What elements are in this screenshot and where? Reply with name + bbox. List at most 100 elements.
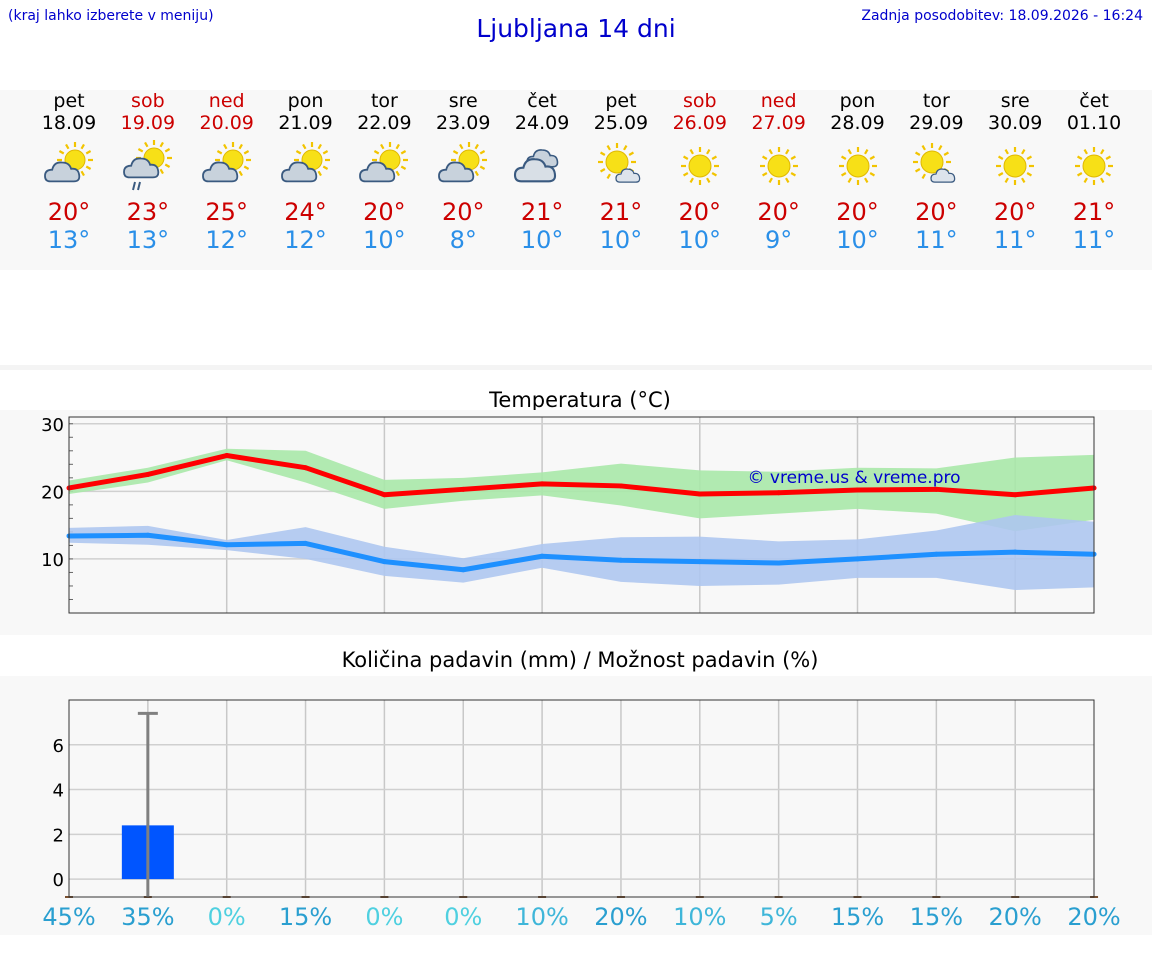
day-name: pet bbox=[53, 90, 85, 112]
day-column: tor 22.09 20° 10° bbox=[344, 90, 424, 254]
max-temperature-line bbox=[68, 453, 1095, 498]
day-column: pon 28.09 20° 10° bbox=[818, 90, 898, 254]
day-column: čet 24.09 21° 10° bbox=[502, 90, 582, 254]
y-tick-label: 6 bbox=[53, 736, 64, 757]
y-tick-label: 4 bbox=[53, 781, 64, 802]
min-temperature: 11° bbox=[915, 226, 958, 254]
day-date: 28.09 bbox=[830, 112, 885, 134]
max-temperature: 20° bbox=[47, 198, 91, 226]
max-temperature-point bbox=[145, 471, 151, 477]
menu-hint: (kraj lahko izberete v meniju) bbox=[8, 8, 214, 24]
precip-probability: 45% bbox=[42, 903, 96, 931]
min-temperature-band bbox=[69, 515, 1095, 591]
day-columns: pet 18.09 20° 13° sob 19.09 23° 13° ned 20… bbox=[0, 90, 1152, 270]
precip-probability: 10% bbox=[673, 903, 727, 931]
min-temperature-line bbox=[68, 532, 1095, 573]
day-date: 18.09 bbox=[41, 112, 97, 134]
plot-area bbox=[69, 700, 1094, 897]
max-temperature: 25° bbox=[205, 198, 248, 226]
min-temperature: 11° bbox=[1072, 226, 1116, 254]
day-name: sob bbox=[683, 90, 717, 112]
max-temperature-point bbox=[539, 481, 545, 487]
max-temperature-point bbox=[618, 483, 624, 489]
plot-frame bbox=[68, 416, 1095, 614]
min-temperature-point bbox=[697, 559, 703, 565]
max-temperature-point bbox=[855, 487, 860, 493]
max-temperature: 21° bbox=[1072, 198, 1116, 226]
max-temperature-point bbox=[381, 492, 387, 498]
y-tick-label: 30 bbox=[41, 415, 64, 436]
day-date: 30.09 bbox=[987, 112, 1043, 134]
sun-cloud-icon bbox=[277, 140, 335, 192]
min-temperature-point bbox=[618, 557, 624, 563]
day-column: ned 27.09 20° 9° bbox=[739, 90, 819, 254]
precipitation-chart: 0 2 4 6 bbox=[53, 699, 1099, 898]
max-temperature: 20° bbox=[678, 198, 722, 226]
min-temperature: 9° bbox=[765, 226, 793, 254]
min-temperature-point bbox=[855, 556, 860, 562]
max-temperature-point bbox=[933, 486, 939, 492]
plot-frame bbox=[68, 699, 1095, 898]
sun-small-cloud-icon bbox=[592, 140, 650, 192]
max-temperature: 20° bbox=[441, 198, 485, 226]
temperature-chart-title: Temperatura (°C) bbox=[489, 388, 671, 412]
min-temperature: 12° bbox=[284, 226, 327, 254]
temperature-chart: 10 20 30 © vreme.us & vreme.pro bbox=[41, 415, 1097, 614]
day-date: 23.09 bbox=[436, 112, 491, 134]
y-tick-label: 0 bbox=[53, 870, 64, 891]
sun-cloud-icon bbox=[40, 140, 98, 192]
day-name: pon bbox=[287, 90, 324, 112]
day-name: sre bbox=[1000, 90, 1030, 112]
day-name: tor bbox=[370, 90, 398, 112]
precip-probability: 20% bbox=[594, 903, 648, 931]
min-temperature: 13° bbox=[126, 226, 170, 254]
y-tick-label: 20 bbox=[41, 482, 64, 503]
precip-probability: 20% bbox=[988, 903, 1042, 931]
min-temperature-point bbox=[224, 542, 230, 548]
day-column: sre 30.09 20° 11° bbox=[975, 90, 1055, 254]
max-temperature: 20° bbox=[757, 198, 800, 226]
precipitation-probability-row: 45% 35% 0% 15% 0% 0% 10% 20% 10% 5% 15% 15% 20% 20% bbox=[0, 903, 1152, 935]
max-temperature-point bbox=[303, 465, 309, 471]
sun-cloud-icon bbox=[434, 140, 492, 192]
plot-area bbox=[69, 417, 1094, 613]
day-column: pet 25.09 21° 10° bbox=[581, 90, 661, 254]
y-tick-label: 2 bbox=[53, 825, 64, 846]
day-name: ned bbox=[208, 90, 245, 112]
min-temperature: 10° bbox=[520, 226, 564, 254]
precip-probability: 0% bbox=[365, 903, 404, 931]
sun-icon bbox=[829, 140, 887, 192]
day-date: 27.09 bbox=[751, 112, 806, 134]
sun-cloud-icon bbox=[198, 140, 256, 192]
precip-probability: 0% bbox=[444, 903, 483, 931]
min-temperature-point bbox=[381, 559, 387, 565]
day-column: sre 23.09 20° 8° bbox=[423, 90, 503, 254]
sun-icon bbox=[1065, 140, 1123, 192]
sun-small-cloud-icon bbox=[907, 140, 965, 192]
min-temperature-point bbox=[303, 540, 309, 546]
forecast-strip bbox=[0, 90, 1152, 270]
precip-probability: 0% bbox=[207, 903, 246, 931]
precip-probability: 15% bbox=[909, 903, 964, 931]
day-name: čet bbox=[527, 90, 557, 112]
max-temperature-point bbox=[776, 490, 782, 496]
max-temperature-point bbox=[460, 486, 466, 492]
day-column: pet 18.09 20° 13° bbox=[29, 90, 109, 254]
min-temperature: 10° bbox=[599, 226, 643, 254]
min-temperature-point bbox=[933, 551, 939, 557]
day-date: 01.10 bbox=[1066, 112, 1122, 134]
max-temperature: 20° bbox=[993, 198, 1037, 226]
min-temperature: 13° bbox=[47, 226, 91, 254]
day-date: 19.09 bbox=[120, 112, 176, 134]
last-updated: Zadnja posodobitev: 18.09.2026 - 16:24 bbox=[861, 8, 1143, 24]
day-column: pon 21.09 24° 12° bbox=[266, 90, 346, 254]
min-temperature: 10° bbox=[678, 226, 722, 254]
min-temperature-point bbox=[145, 532, 151, 538]
watermark: © vreme.us & vreme.pro bbox=[747, 468, 960, 488]
min-temperature-point bbox=[776, 560, 782, 566]
precip-probability: 10% bbox=[515, 903, 569, 931]
day-date: 25.09 bbox=[593, 112, 649, 134]
precip-probability: 15% bbox=[830, 903, 885, 931]
max-temperature: 21° bbox=[520, 198, 564, 226]
min-temperature: 11° bbox=[993, 226, 1037, 254]
